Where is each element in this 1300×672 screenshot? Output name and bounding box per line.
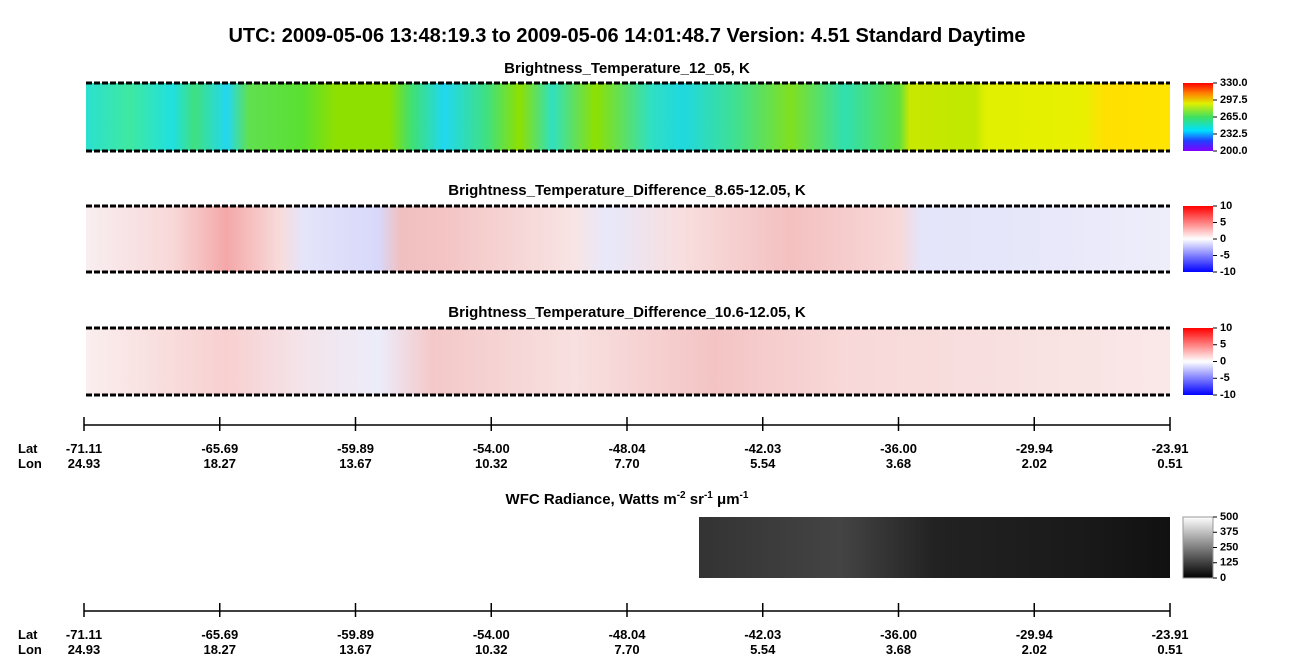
panel-title-text: Brightness_Temperature_12_05, K <box>504 60 750 77</box>
panel-title-text: WFC Radiance, Watts m <box>506 491 677 508</box>
lat-value: -42.03 <box>744 441 781 456</box>
colorbar-tick-label: -5 <box>1220 372 1230 384</box>
colorbar-tick-label: 0 <box>1220 572 1226 584</box>
image-strip <box>86 206 1170 272</box>
colorbar-tick-label: 200.0 <box>1220 145 1248 157</box>
colorbar-tick-label: 265.0 <box>1220 111 1248 123</box>
lon-value: 24.93 <box>68 456 101 471</box>
lon-value: 3.68 <box>886 642 911 657</box>
colorbar-tick-label: 10 <box>1220 200 1232 212</box>
lat-value: -23.91 <box>1152 627 1189 642</box>
lat-value: -59.89 <box>337 627 374 642</box>
colorbar-tick-label: 232.5 <box>1220 128 1248 140</box>
lat-value: -65.69 <box>201 627 238 642</box>
lat-value: -42.03 <box>744 627 781 642</box>
colorbar-tick-label: -10 <box>1220 266 1236 278</box>
lon-value: 24.93 <box>68 642 101 657</box>
lon-value: 7.70 <box>614 456 639 471</box>
panel-title-part: -1 <box>704 490 713 501</box>
lon-value: 13.67 <box>339 642 372 657</box>
panel-title-text: Brightness_Temperature_Difference_8.65-1… <box>448 182 806 199</box>
panel-title-part: sr <box>686 491 705 508</box>
lon-label: Lon <box>18 456 42 471</box>
lon-value: 5.54 <box>750 456 776 471</box>
colorbar <box>1183 83 1213 151</box>
colorbar-tick-label: 330.0 <box>1220 77 1248 89</box>
image-strip <box>86 83 1170 151</box>
lon-value: 5.54 <box>750 642 776 657</box>
lat-value: -36.00 <box>880 441 917 456</box>
lat-value: -71.11 <box>66 441 102 456</box>
lon-value: 2.02 <box>1022 456 1047 471</box>
colorbar <box>1182 516 1214 579</box>
panel-title-part: μm <box>713 491 740 508</box>
colorbar-tick-label: 10 <box>1220 322 1232 334</box>
lat-value: -54.00 <box>473 441 510 456</box>
lon-value: 13.67 <box>339 456 372 471</box>
colorbar-tick-label: 250 <box>1220 541 1238 553</box>
lon-value: 18.27 <box>203 456 236 471</box>
lat-value: -59.89 <box>337 441 374 456</box>
colorbar-tick-label: 297.5 <box>1220 94 1248 106</box>
lat-value: -23.91 <box>1152 441 1189 456</box>
lon-value: 10.32 <box>475 456 508 471</box>
lon-value: 2.02 <box>1022 642 1047 657</box>
lon-value: 3.68 <box>886 456 911 471</box>
lon-value: 0.51 <box>1157 456 1182 471</box>
colorbar-tick-label: 0 <box>1220 233 1226 245</box>
panel-title: Brightness_Temperature_Difference_8.65-1… <box>448 182 806 199</box>
lat-value: -48.04 <box>609 441 647 456</box>
image-strip <box>699 517 1170 578</box>
lat-value: -54.00 <box>473 627 510 642</box>
lat-label: Lat <box>18 627 38 642</box>
panel-title-part: -2 <box>677 490 686 501</box>
colorbar-tick-label: 5 <box>1220 339 1226 351</box>
lat-value: -29.94 <box>1016 627 1054 642</box>
panel-title: Brightness_Temperature_Difference_10.6-1… <box>448 304 806 321</box>
lat-value: -65.69 <box>201 441 238 456</box>
colorbar-tick-label: 125 <box>1220 557 1238 569</box>
colorbar-tick-label: 5 <box>1220 216 1226 228</box>
colorbar-tick-label: 375 <box>1220 526 1238 538</box>
lon-label: Lon <box>18 642 42 657</box>
page-title: UTC: 2009-05-06 13:48:19.3 to 2009-05-06… <box>228 25 1025 47</box>
lat-value: -71.11 <box>66 627 102 642</box>
image-strip <box>86 328 1170 395</box>
colorbar-tick-label: 500 <box>1220 511 1238 523</box>
lat-value: -29.94 <box>1016 441 1054 456</box>
panel-title: Brightness_Temperature_12_05, K <box>504 60 750 77</box>
lon-value: 10.32 <box>475 642 508 657</box>
lat-value: -48.04 <box>609 627 647 642</box>
lon-value: 0.51 <box>1157 642 1182 657</box>
lat-label: Lat <box>18 441 38 456</box>
colorbar-tick-label: -5 <box>1220 249 1230 261</box>
colorbar-tick-label: -10 <box>1220 389 1236 401</box>
lon-value: 7.70 <box>614 642 639 657</box>
lat-value: -36.00 <box>880 627 917 642</box>
colorbar <box>1183 206 1213 272</box>
colorbar-tick-label: 0 <box>1220 355 1226 367</box>
colorbar <box>1183 328 1213 395</box>
panel-title-part: -1 <box>740 490 749 501</box>
lon-value: 18.27 <box>203 642 236 657</box>
panel-title-text: Brightness_Temperature_Difference_10.6-1… <box>448 304 806 321</box>
panel-title: WFC Radiance, Watts m-2 sr-1 μm-1 <box>506 490 749 508</box>
